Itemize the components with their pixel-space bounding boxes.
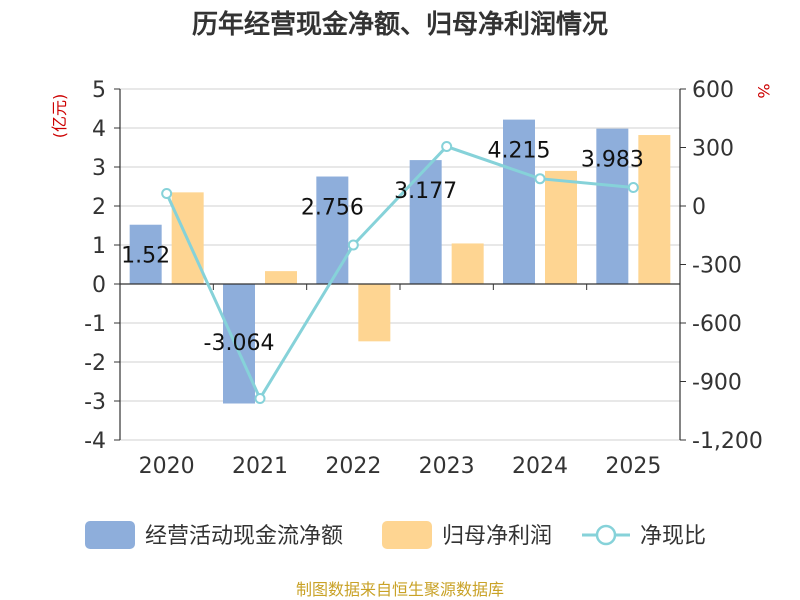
ratio-point — [347, 239, 359, 251]
ratio-point — [254, 392, 266, 404]
legend-swatch-profit — [382, 521, 432, 549]
profit-bar — [358, 284, 391, 342]
left-tick-label: -3 — [84, 390, 106, 415]
ratio-line-path — [165, 144, 634, 402]
data-label: 3.983 — [581, 148, 644, 173]
cashflow-bar — [316, 176, 349, 284]
ratio-line — [161, 141, 639, 404]
left-tick-label: -2 — [84, 351, 106, 376]
x-tick-label: 2022 — [325, 454, 381, 479]
cashflow-bar — [503, 119, 535, 285]
axes — [114, 88, 686, 441]
profit-bar — [545, 170, 577, 284]
ratio-point — [627, 181, 639, 193]
right-tick-label: -300 — [692, 254, 742, 279]
x-tick-label: 2023 — [419, 454, 475, 479]
right-axis-unit: % — [754, 83, 773, 98]
legend-label-profit: 归母净利润 — [442, 524, 552, 549]
right-tick-label: -900 — [692, 371, 742, 396]
chart-title: 历年经营现金净额、归母净利润情况 — [192, 9, 608, 40]
legend-swatch-cashflow — [85, 521, 135, 549]
left-tick-label: -1 — [84, 312, 106, 337]
x-tick-label: 2020 — [139, 454, 195, 479]
profit-bar — [638, 135, 671, 284]
right-tick-label: 300 — [692, 137, 734, 162]
legend: 经营活动现金流净额 归母净利润 净现比 — [85, 521, 706, 549]
data-label: 2.756 — [301, 196, 364, 221]
ratio-point — [161, 188, 173, 200]
data-labels: 1.52 -3.064 2.756 3.177 4.215 3.983 — [121, 139, 644, 356]
ratio-point — [534, 173, 546, 185]
right-tick-label: 0 — [692, 195, 706, 220]
left-tick-label: 2 — [92, 195, 106, 220]
data-label: 4.215 — [488, 139, 551, 164]
x-tick-label: 2025 — [605, 454, 661, 479]
left-tick-label: -4 — [84, 429, 106, 454]
profit-bar — [451, 243, 484, 284]
cashflow-bar — [596, 128, 629, 284]
data-label: 3.177 — [394, 179, 457, 204]
left-tick-label: 4 — [92, 117, 106, 142]
left-tick-label: 0 — [92, 273, 106, 298]
legend-label-cashflow: 经营活动现金流净额 — [145, 524, 343, 549]
legend-marker-ratio — [595, 524, 617, 546]
right-tick-label: 600 — [692, 78, 734, 103]
source-note: 制图数据来自恒生聚源数据库 — [296, 580, 504, 599]
gridlines — [120, 88, 680, 441]
right-tick-label: -600 — [692, 312, 742, 337]
left-axis-unit: (亿元) — [50, 94, 69, 139]
data-label: 1.52 — [121, 244, 170, 269]
data-label: -3.064 — [204, 331, 275, 356]
tick-labels: 5 4 3 2 1 0 -1 -2 -3 -4 600 300 0 -300 -600 -900 -1,200 2… — [84, 78, 763, 479]
left-tick-label: 3 — [92, 156, 106, 181]
x-tick-label: 2021 — [232, 454, 288, 479]
left-tick-label: 5 — [92, 78, 106, 103]
ratio-point — [441, 141, 453, 153]
bars — [129, 119, 671, 404]
left-tick-label: 1 — [92, 234, 106, 259]
cashflow-bar — [223, 284, 255, 404]
x-tick-label: 2024 — [512, 454, 568, 479]
cashflow-bar — [129, 224, 162, 284]
right-tick-label: -1,200 — [692, 429, 763, 454]
profit-bar — [265, 271, 297, 284]
legend-label-ratio: 净现比 — [640, 524, 706, 549]
